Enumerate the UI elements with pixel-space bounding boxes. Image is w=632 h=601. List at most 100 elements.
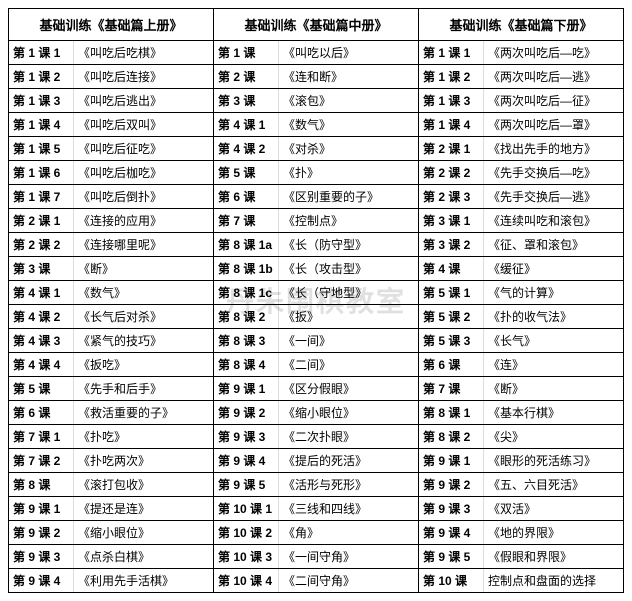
lesson-key: 第 8 课 1a xyxy=(214,233,279,256)
lesson-title: 《数气》 xyxy=(74,281,213,304)
lesson-title: 《数气》 xyxy=(279,113,418,136)
table-row: 第 4 课 1《数气》 xyxy=(9,281,213,305)
lesson-title: 《地的界限》 xyxy=(484,521,623,544)
lesson-title: 《叫吃后吃棋》 xyxy=(74,41,213,64)
lesson-title: 《长（守地型》 xyxy=(279,281,418,304)
lesson-title: 《叫吃后枷吃》 xyxy=(74,161,213,184)
table-row: 第 8 课 4《二间》 xyxy=(214,353,418,377)
lesson-title: 《叫吃以后》 xyxy=(279,41,418,64)
column-1: 基础训练《基础篇中册》第 1 课《叫吃以后》第 2 课《连和断》第 3 课《滚包… xyxy=(214,8,419,593)
lesson-key: 第 9 课 2 xyxy=(214,401,279,424)
lesson-title: 《一间》 xyxy=(279,329,418,352)
lesson-title: 《长气后对杀》 xyxy=(74,305,213,328)
table-container: 基础训练《基础篇上册》第 1 课 1《叫吃后吃棋》第 1 课 2《叫吃后连接》第… xyxy=(8,8,624,593)
table-row: 第 10 课控制点和盘面的选择 xyxy=(419,569,623,593)
table-row: 第 7 课 2《扑吃两次》 xyxy=(9,449,213,473)
table-row: 第 9 课 1《区分假眼》 xyxy=(214,377,418,401)
lesson-title: 《扑吃》 xyxy=(74,425,213,448)
lesson-title: 《征、罩和滚包》 xyxy=(484,233,623,256)
lesson-key: 第 9 课 4 xyxy=(419,521,484,544)
table-row: 第 1 课 6《叫吃后枷吃》 xyxy=(9,161,213,185)
table-row: 第 9 课 4《利用先手活棋》 xyxy=(9,569,213,593)
table-row: 第 6 课《连》 xyxy=(419,353,623,377)
table-row: 第 9 课 2《五、六目死活》 xyxy=(419,473,623,497)
lesson-key: 第 9 课 4 xyxy=(214,449,279,472)
table-row: 第 6 课《救活重要的子》 xyxy=(9,401,213,425)
lesson-key: 第 8 课 2 xyxy=(214,305,279,328)
table-row: 第 1 课 4《两次叫吃后—罩》 xyxy=(419,113,623,137)
lesson-title: 《扑》 xyxy=(279,161,418,184)
lesson-key: 第 4 课 1 xyxy=(9,281,74,304)
lesson-title: 《叫吃后连接》 xyxy=(74,65,213,88)
column-header: 基础训练《基础篇下册》 xyxy=(419,8,623,41)
lesson-title: 《眼形的死活练习》 xyxy=(484,449,623,472)
lesson-title: 《连和断》 xyxy=(279,65,418,88)
lesson-title: 《二次扑眼》 xyxy=(279,425,418,448)
lesson-title: 《两次叫吃后—吃》 xyxy=(484,41,623,64)
lesson-title: 《活形与死形》 xyxy=(279,473,418,496)
lesson-title: 《尖》 xyxy=(484,425,623,448)
table-row: 第 8 课 1《基本行棋》 xyxy=(419,401,623,425)
table-row: 第 4 课《缓征》 xyxy=(419,257,623,281)
lesson-title: 《紧气的技巧》 xyxy=(74,329,213,352)
table-row: 第 4 课 1《数气》 xyxy=(214,113,418,137)
table-row: 第 8 课 1a《长（防守型》 xyxy=(214,233,418,257)
lesson-key: 第 9 课 3 xyxy=(419,497,484,520)
lesson-title: 《基本行棋》 xyxy=(484,401,623,424)
table-row: 第 9 课 5《活形与死形》 xyxy=(214,473,418,497)
lesson-key: 第 5 课 xyxy=(9,377,74,400)
lesson-title: 《二间守角》 xyxy=(279,569,418,592)
lesson-title: 《连》 xyxy=(484,353,623,376)
table-row: 第 9 课 2《缩小眼位》 xyxy=(9,521,213,545)
lesson-key: 第 4 课 3 xyxy=(9,329,74,352)
lesson-title: 《缩小眼位》 xyxy=(74,521,213,544)
column-header: 基础训练《基础篇中册》 xyxy=(214,8,418,41)
lesson-key: 第 4 课 xyxy=(419,257,484,280)
lesson-title: 《两次叫吃后—征》 xyxy=(484,89,623,112)
table-row: 第 2 课 1《连接的应用》 xyxy=(9,209,213,233)
lesson-title: 《一间守角》 xyxy=(279,545,418,568)
table-row: 第 9 课 5《假眼和界限》 xyxy=(419,545,623,569)
lesson-key: 第 9 课 2 xyxy=(9,521,74,544)
column-header: 基础训练《基础篇上册》 xyxy=(9,8,213,41)
lesson-title: 《救活重要的子》 xyxy=(74,401,213,424)
column-0: 基础训练《基础篇上册》第 1 课 1《叫吃后吃棋》第 1 课 2《叫吃后连接》第… xyxy=(8,8,214,593)
lesson-title: 《长（防守型》 xyxy=(279,233,418,256)
lesson-key: 第 2 课 2 xyxy=(9,233,74,256)
table-row: 第 4 课 2《长气后对杀》 xyxy=(9,305,213,329)
lesson-key: 第 9 课 1 xyxy=(214,377,279,400)
lesson-key: 第 7 课 xyxy=(214,209,279,232)
lesson-title: 《扳吃》 xyxy=(74,353,213,376)
lesson-key: 第 5 课 3 xyxy=(419,329,484,352)
lesson-key: 第 3 课 2 xyxy=(419,233,484,256)
table-row: 第 1 课 1《叫吃后吃棋》 xyxy=(9,41,213,65)
table-row: 第 5 课 2《扑的收气法》 xyxy=(419,305,623,329)
lesson-title: 《缩小眼位》 xyxy=(279,401,418,424)
lesson-title: 《点杀白棋》 xyxy=(74,545,213,568)
lesson-title: 《先手交换后—逃》 xyxy=(484,185,623,208)
lesson-title: 《提还是连》 xyxy=(74,497,213,520)
table-row: 第 3 课 1《连续叫吃和滚包》 xyxy=(419,209,623,233)
lesson-key: 第 3 课 xyxy=(9,257,74,280)
table-row: 第 7 课 1《扑吃》 xyxy=(9,425,213,449)
lesson-title: 《长气》 xyxy=(484,329,623,352)
lesson-key: 第 9 课 1 xyxy=(9,497,74,520)
table-row: 第 1 课 3《两次叫吃后—征》 xyxy=(419,89,623,113)
table-row: 第 1 课 3《叫吃后逃出》 xyxy=(9,89,213,113)
lesson-key: 第 8 课 1c xyxy=(214,281,279,304)
lesson-title: 《扳》 xyxy=(279,305,418,328)
table-row: 第 2 课 3《先手交换后—逃》 xyxy=(419,185,623,209)
lesson-key: 第 9 课 1 xyxy=(419,449,484,472)
lesson-key: 第 9 课 3 xyxy=(9,545,74,568)
lesson-key: 第 1 课 7 xyxy=(9,185,74,208)
lesson-key: 第 10 课 2 xyxy=(214,521,279,544)
lesson-key: 第 9 课 5 xyxy=(214,473,279,496)
table-row: 第 9 课 1《眼形的死活练习》 xyxy=(419,449,623,473)
lesson-title: 《缓征》 xyxy=(484,257,623,280)
lesson-key: 第 4 课 2 xyxy=(9,305,74,328)
table-row: 第 4 课 2《对杀》 xyxy=(214,137,418,161)
table-row: 第 9 课 1《提还是连》 xyxy=(9,497,213,521)
lesson-key: 第 2 课 xyxy=(214,65,279,88)
lesson-title: 控制点和盘面的选择 xyxy=(484,569,623,592)
lesson-key: 第 9 课 4 xyxy=(9,569,74,592)
